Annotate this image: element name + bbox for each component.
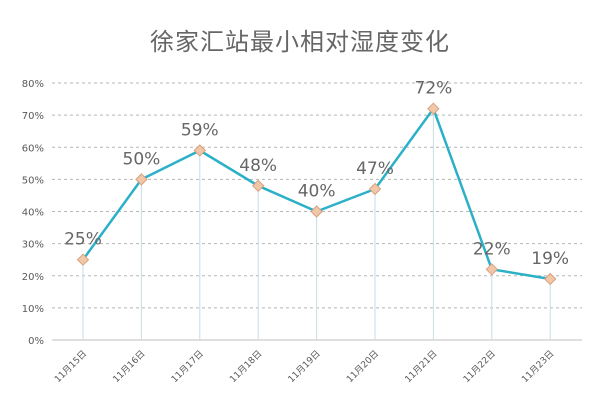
data-label: 19% <box>531 249 569 269</box>
data-label: 47% <box>356 159 394 179</box>
x-tick-label: 11月23日 <box>520 348 557 385</box>
x-tick-label: 11月19日 <box>286 348 323 385</box>
data-label: 50% <box>123 149 161 169</box>
data-label: 72% <box>415 79 453 99</box>
y-tick-label: 80% <box>22 79 44 90</box>
data-label: 25% <box>64 230 102 250</box>
data-label: 48% <box>239 156 277 176</box>
data-point-marker <box>310 205 323 218</box>
x-tick-label: 11月21日 <box>403 348 440 385</box>
x-tick-label: 11月16日 <box>111 348 148 385</box>
y-tick-label: 20% <box>22 272 44 283</box>
data-point-marker <box>543 272 557 286</box>
data-label: 22% <box>473 239 511 259</box>
y-tick-label: 50% <box>22 175 44 186</box>
y-tick-label: 40% <box>22 208 44 219</box>
y-tick-label: 70% <box>22 111 44 122</box>
x-tick-label: 11月15日 <box>52 348 89 385</box>
data-point-marker <box>135 173 148 186</box>
data-label: 40% <box>298 182 336 202</box>
y-tick-label: 60% <box>22 143 44 154</box>
data-label: 59% <box>181 120 219 140</box>
data-point-marker <box>76 253 90 266</box>
y-tick-label: 30% <box>22 240 44 251</box>
data-point-marker <box>485 263 499 276</box>
x-tick-label: 11月18日 <box>228 348 265 385</box>
chart-title: 徐家汇站最小相对湿度变化 <box>150 28 450 56</box>
y-tick-label: 10% <box>22 304 44 315</box>
x-tick-label: 11月20日 <box>344 348 381 385</box>
data-point-marker <box>427 102 440 115</box>
x-tick-label: 11月22日 <box>461 348 498 385</box>
data-point-marker <box>368 182 382 196</box>
x-tick-label: 11月17日 <box>169 348 206 385</box>
y-tick-label: 0% <box>28 336 44 347</box>
data-point-marker <box>251 179 265 193</box>
data-point-marker <box>193 144 207 157</box>
